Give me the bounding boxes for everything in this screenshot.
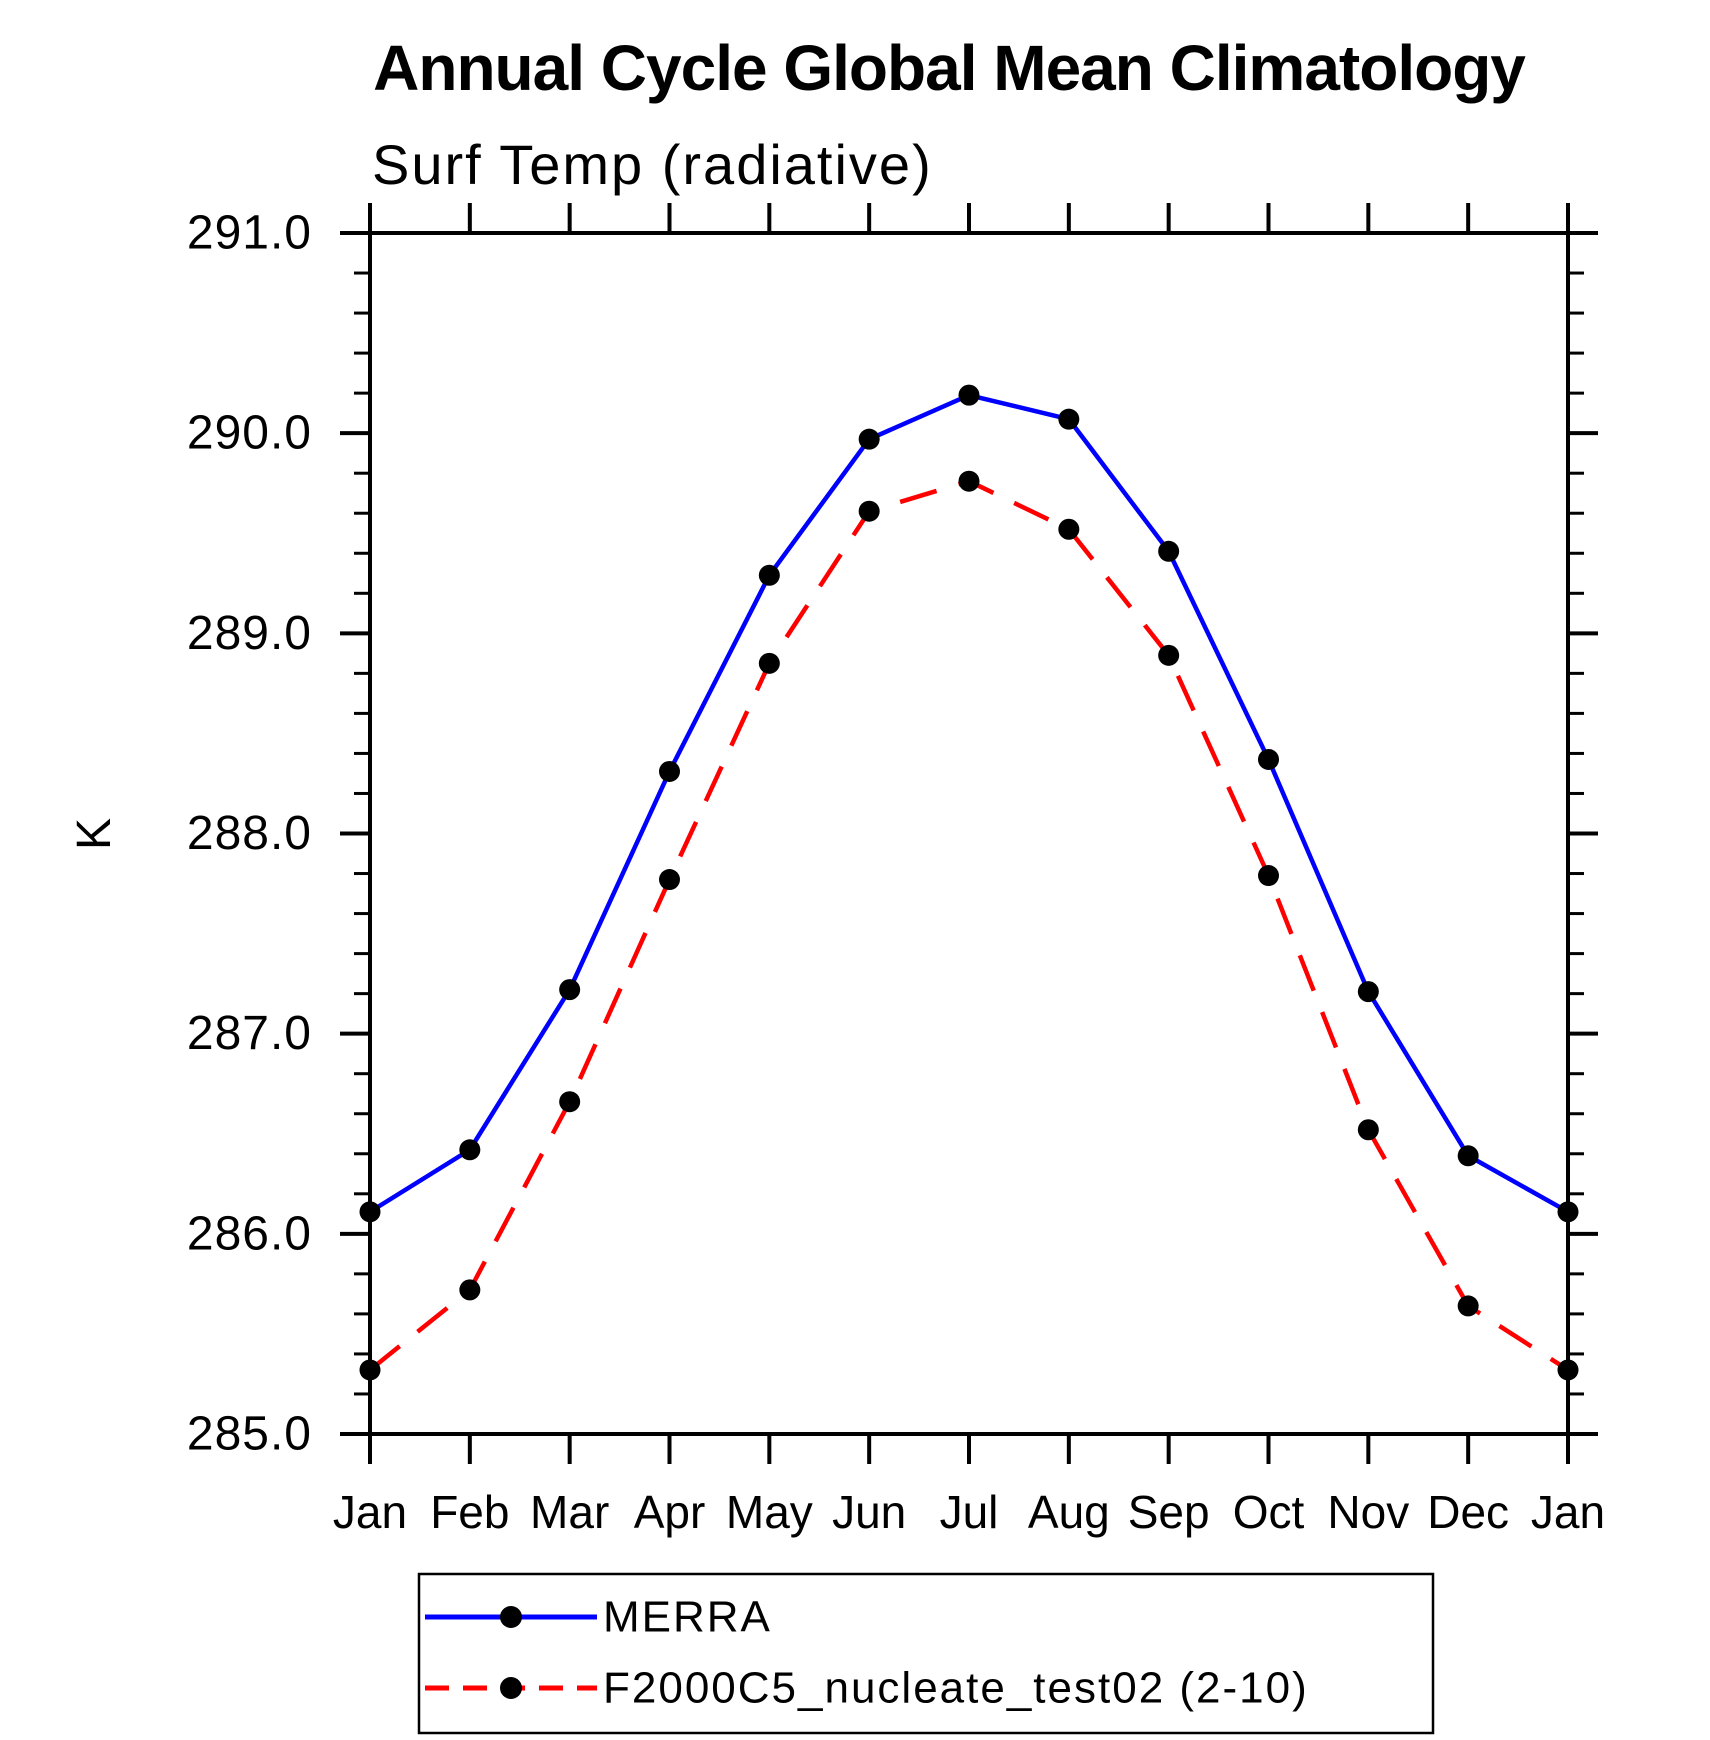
y-tick-label: 289.0: [187, 607, 312, 660]
y-tick-label: 291.0: [187, 207, 312, 260]
data-point-0: [1258, 748, 1279, 770]
data-point-0: [1158, 540, 1180, 562]
legend-box: [417, 1572, 1435, 1735]
series-layer: [359, 384, 1579, 1381]
y-tick-label: 288.0: [187, 807, 312, 860]
data-point-1: [758, 652, 780, 674]
data-point-0: [858, 428, 880, 450]
x-tick-label: Jan: [1531, 1486, 1605, 1538]
data-point-1: [359, 1359, 381, 1381]
chart-title: Annual Cycle Global Mean Climatology: [373, 32, 1526, 104]
data-point-0: [1058, 408, 1080, 430]
data-point-0: [1357, 981, 1379, 1003]
data-point-0: [758, 564, 780, 586]
x-tick-label: Jul: [940, 1486, 999, 1538]
x-tick-label: Jan: [333, 1486, 407, 1538]
x-tick-label: Nov: [1327, 1486, 1409, 1538]
data-point-0: [1557, 1201, 1579, 1223]
x-tick-label: Oct: [1233, 1486, 1305, 1538]
data-point-0: [459, 1139, 481, 1161]
x-tick-label: May: [726, 1486, 813, 1538]
data-point-1: [1158, 644, 1180, 666]
legend: MERRA F2000C5_nucleate_test02 (2-10): [417, 1572, 1435, 1735]
x-tick-label: Dec: [1427, 1486, 1509, 1538]
y-axis-label: K: [68, 818, 121, 850]
data-point-1: [1258, 865, 1279, 887]
data-point-1: [559, 1091, 581, 1113]
data-point-1: [659, 869, 680, 891]
legend-marker-0: [500, 1606, 522, 1628]
legend-label-0: MERRA: [603, 1593, 772, 1642]
data-point-1: [1557, 1359, 1579, 1381]
data-point-0: [659, 760, 680, 782]
x-tick-label: Feb: [430, 1486, 509, 1538]
data-point-0: [958, 384, 980, 406]
data-point-1: [1357, 1119, 1379, 1141]
data-point-1: [1058, 518, 1080, 540]
y-tick-label: 285.0: [187, 1408, 312, 1461]
axes: Jan Feb Mar Apr May Jun Jul Aug Sep Oct Nov Dec Jan 2…: [187, 203, 1605, 1538]
legend-marker-1: [500, 1677, 522, 1699]
data-point-0: [359, 1201, 381, 1223]
data-point-0: [1457, 1145, 1479, 1167]
data-point-0: [559, 979, 581, 1001]
data-point-1: [1457, 1295, 1479, 1317]
chart-subtitle: Surf Temp (radiative): [372, 133, 933, 196]
x-tick-label: Apr: [634, 1486, 706, 1538]
x-tick-label: Mar: [530, 1486, 609, 1538]
series-line-0: [368, 392, 1570, 1214]
x-tick-label: Aug: [1028, 1486, 1110, 1538]
legend-label-1: F2000C5_nucleate_test02 (2-10): [603, 1664, 1309, 1713]
y-tick-label: 290.0: [187, 407, 312, 460]
data-point-1: [858, 500, 880, 522]
data-point-1: [459, 1279, 481, 1301]
y-tick-label: 286.0: [187, 1207, 312, 1260]
x-tick-label: Jun: [832, 1486, 906, 1538]
plot-border: [368, 231, 1570, 1436]
data-point-1: [958, 470, 980, 492]
x-tick-label: Sep: [1128, 1486, 1210, 1538]
y-tick-label: 287.0: [187, 1007, 312, 1060]
series-line-1: [368, 478, 1570, 1372]
